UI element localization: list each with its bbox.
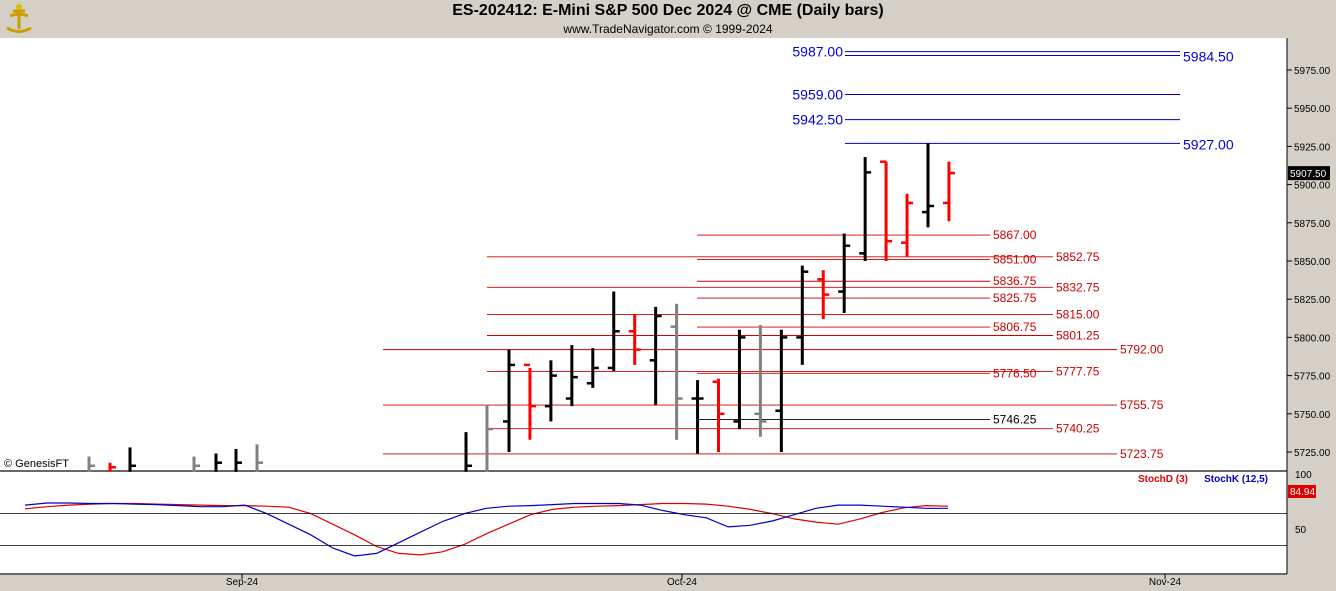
y-tick-label: 5725.00: [1294, 448, 1331, 459]
last-price-label: 5907.50: [1290, 169, 1327, 180]
last-price-tag: [1288, 166, 1330, 181]
red-level-label: 5801.25: [1056, 328, 1100, 342]
y-tick-label: 5800.00: [1294, 333, 1331, 344]
red-level-label: 5755.75: [1120, 398, 1164, 412]
red-level-label: 5867.00: [993, 228, 1037, 242]
stoch-last-value-label: 84.94: [1290, 487, 1315, 498]
blue-level-label: 5942.50: [792, 112, 843, 128]
stochd-line: [24, 502, 949, 556]
blue-level-label: 5987.00: [792, 44, 843, 60]
red-level-label: 5815.00: [1056, 307, 1100, 321]
red-level-label: 5776.50: [993, 366, 1037, 380]
y-tick-label: 5775.00: [1294, 372, 1331, 383]
red-level-label: 5851.00: [993, 252, 1037, 266]
y-tick-label: 5825.00: [1294, 295, 1331, 306]
blue-level-label: 5927.00: [1183, 136, 1234, 152]
stoch-tick-label: 50: [1295, 525, 1307, 536]
red-level-label: 5792.00: [1120, 343, 1164, 357]
red-level-label: 5740.25: [1056, 422, 1100, 436]
trade-navigator-logo-icon: [2, 2, 36, 36]
y-tick-label: 5900.00: [1294, 181, 1331, 192]
y-tick-label: 5975.00: [1294, 66, 1331, 77]
red-level-label: 5852.75: [1056, 250, 1100, 264]
y-tick-label: 5750.00: [1294, 410, 1331, 421]
chart-header: ES-202412: E-Mini S&P 500 Dec 2024 @ CME…: [0, 0, 1336, 38]
y-tick-label: 5950.00: [1294, 104, 1331, 115]
stoch-tick-label: 100: [1295, 470, 1312, 481]
red-level-label: 5836.75: [993, 274, 1037, 288]
stochk-line: [24, 502, 948, 557]
y-tick-label: 5850.00: [1294, 257, 1331, 268]
price-panel: [0, 38, 1287, 470]
red-level-label: 5825.75: [993, 291, 1037, 305]
red-level-label: 5723.75: [1120, 447, 1164, 461]
blue-level-label: 5984.50: [1183, 48, 1234, 64]
blue-level-label: 5959.00: [792, 86, 843, 102]
stoch-last-value-tag: [1288, 485, 1316, 498]
x-tick-label: Nov-24: [1149, 577, 1182, 588]
legend-stochd: StochD (3): [1138, 474, 1188, 485]
chart-title: ES-202412: E-Mini S&P 500 Dec 2024 @ CME…: [452, 2, 884, 19]
red-level-label: 5777.75: [1056, 364, 1100, 378]
genesis-watermark: © GenesisFT: [4, 458, 69, 470]
black-level-label: 5746.25: [993, 413, 1037, 427]
x-tick-label: Oct-24: [667, 577, 697, 588]
red-level-label: 5806.75: [993, 320, 1037, 334]
x-tick-label: Sep-24: [226, 577, 259, 588]
y-tick-label: 5925.00: [1294, 142, 1331, 153]
y-tick-label: 5875.00: [1294, 219, 1331, 230]
red-level-label: 5832.75: [1056, 280, 1100, 294]
legend-stochk: StochK (12,5): [1204, 474, 1268, 485]
chart-subtitle: www.TradeNavigator.com © 1999-2024: [563, 22, 773, 36]
stochastic-panel: [0, 472, 1287, 573]
